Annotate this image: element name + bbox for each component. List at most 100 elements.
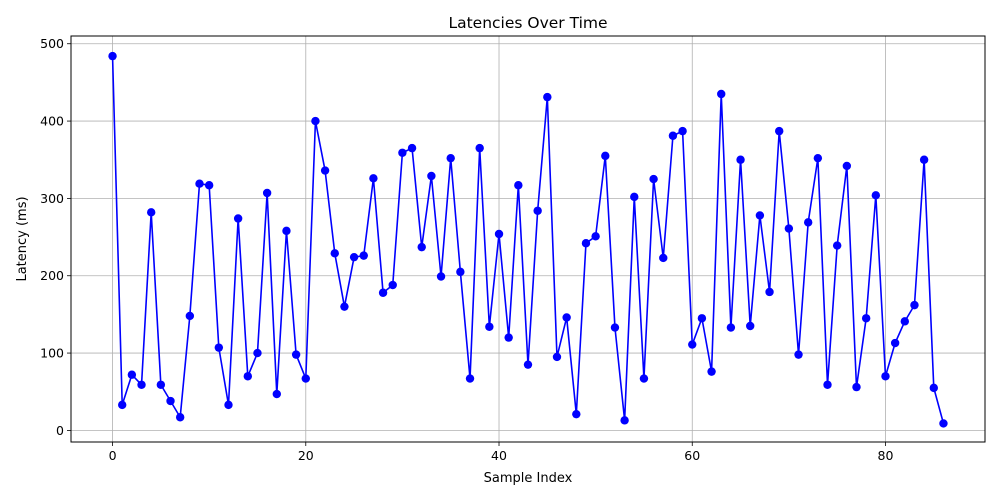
data-point <box>262 188 272 198</box>
data-point <box>195 179 204 188</box>
y-axis-label: Latency (ms) <box>15 196 30 281</box>
data-point <box>581 239 591 248</box>
data-point <box>398 148 407 157</box>
data-point <box>523 360 533 369</box>
data-point <box>253 348 262 358</box>
data-point <box>137 380 146 389</box>
data-point <box>639 374 649 383</box>
y-tick-label: 500 <box>40 36 64 51</box>
data-point <box>832 241 842 250</box>
data-point <box>794 350 803 359</box>
data-point <box>504 333 513 342</box>
data-point <box>494 229 504 239</box>
y-tick-label: 0 <box>56 423 64 438</box>
data-point <box>678 126 687 136</box>
data-point <box>784 224 794 233</box>
data-point <box>620 416 629 425</box>
data-point <box>301 374 310 383</box>
data-point <box>282 226 291 236</box>
data-point <box>166 396 175 406</box>
data-point <box>446 153 455 163</box>
data-point <box>369 174 378 183</box>
data-point <box>378 288 388 297</box>
data-point <box>311 116 320 126</box>
data-point <box>533 206 542 215</box>
data-point <box>436 272 446 281</box>
data-point <box>543 92 552 102</box>
data-point <box>272 389 281 399</box>
data-point <box>939 419 948 428</box>
data-point <box>842 161 852 171</box>
data-point <box>755 211 765 220</box>
axis-ticks: 0 20 40 60 80 0 100 200 300 400 500 <box>40 36 893 463</box>
x-tick-label: 0 <box>109 448 117 463</box>
data-point <box>591 232 600 241</box>
data-point <box>224 400 233 410</box>
data-point <box>127 370 137 379</box>
data-point <box>185 311 195 321</box>
x-tick-label: 60 <box>684 448 700 463</box>
data-point <box>388 280 397 290</box>
data-point <box>214 343 224 352</box>
x-tick-label: 80 <box>878 448 894 463</box>
data-point <box>659 253 668 263</box>
y-tick-label: 200 <box>40 268 64 283</box>
y-tick-label: 300 <box>40 191 64 206</box>
data-point <box>175 413 185 422</box>
y-tick-label: 400 <box>40 114 64 129</box>
data-point <box>349 252 359 262</box>
data-point <box>291 350 301 359</box>
data-point <box>456 267 465 277</box>
data-point <box>146 208 156 217</box>
data-point <box>697 314 707 323</box>
data-point <box>417 242 426 252</box>
data-point <box>118 400 127 410</box>
data-point <box>919 155 929 164</box>
data-point <box>649 174 658 184</box>
data-point <box>562 313 571 322</box>
chart-title: Latencies Over Time <box>448 14 607 32</box>
data-point <box>485 322 494 331</box>
data-point <box>688 340 697 349</box>
data-point <box>900 317 910 326</box>
data-point <box>156 380 166 389</box>
x-axis-label: Sample Index <box>484 471 573 486</box>
data-point <box>668 131 678 140</box>
data-point <box>427 171 436 181</box>
data-point <box>407 143 417 153</box>
data-point <box>552 352 562 362</box>
x-tick-label: 40 <box>491 448 507 463</box>
data-point <box>813 153 823 163</box>
data-point <box>601 151 610 161</box>
data-point <box>775 126 784 136</box>
data-point <box>765 287 774 297</box>
data-point <box>881 372 890 381</box>
data-point <box>359 251 368 260</box>
data-point <box>707 367 716 376</box>
data-point <box>610 323 620 332</box>
data-point <box>204 181 214 190</box>
data-point <box>746 321 755 331</box>
data-point <box>910 300 919 310</box>
data-point <box>630 192 639 202</box>
data-point <box>929 383 938 393</box>
data-point <box>726 323 736 332</box>
data-point <box>465 374 475 383</box>
data-point <box>320 166 330 175</box>
data-point <box>890 338 900 348</box>
data-point <box>861 314 871 323</box>
data-point <box>475 143 484 153</box>
data-point <box>514 181 523 190</box>
data-point <box>717 89 726 99</box>
y-tick-label: 100 <box>40 346 64 361</box>
data-point <box>340 302 349 311</box>
data-point <box>823 380 832 389</box>
data-point <box>572 409 581 419</box>
grid-lines <box>71 36 985 442</box>
latency-series <box>108 51 948 428</box>
data-point <box>871 191 881 200</box>
plot-area <box>70 35 986 443</box>
data-point <box>108 51 117 61</box>
data-point <box>852 382 861 392</box>
